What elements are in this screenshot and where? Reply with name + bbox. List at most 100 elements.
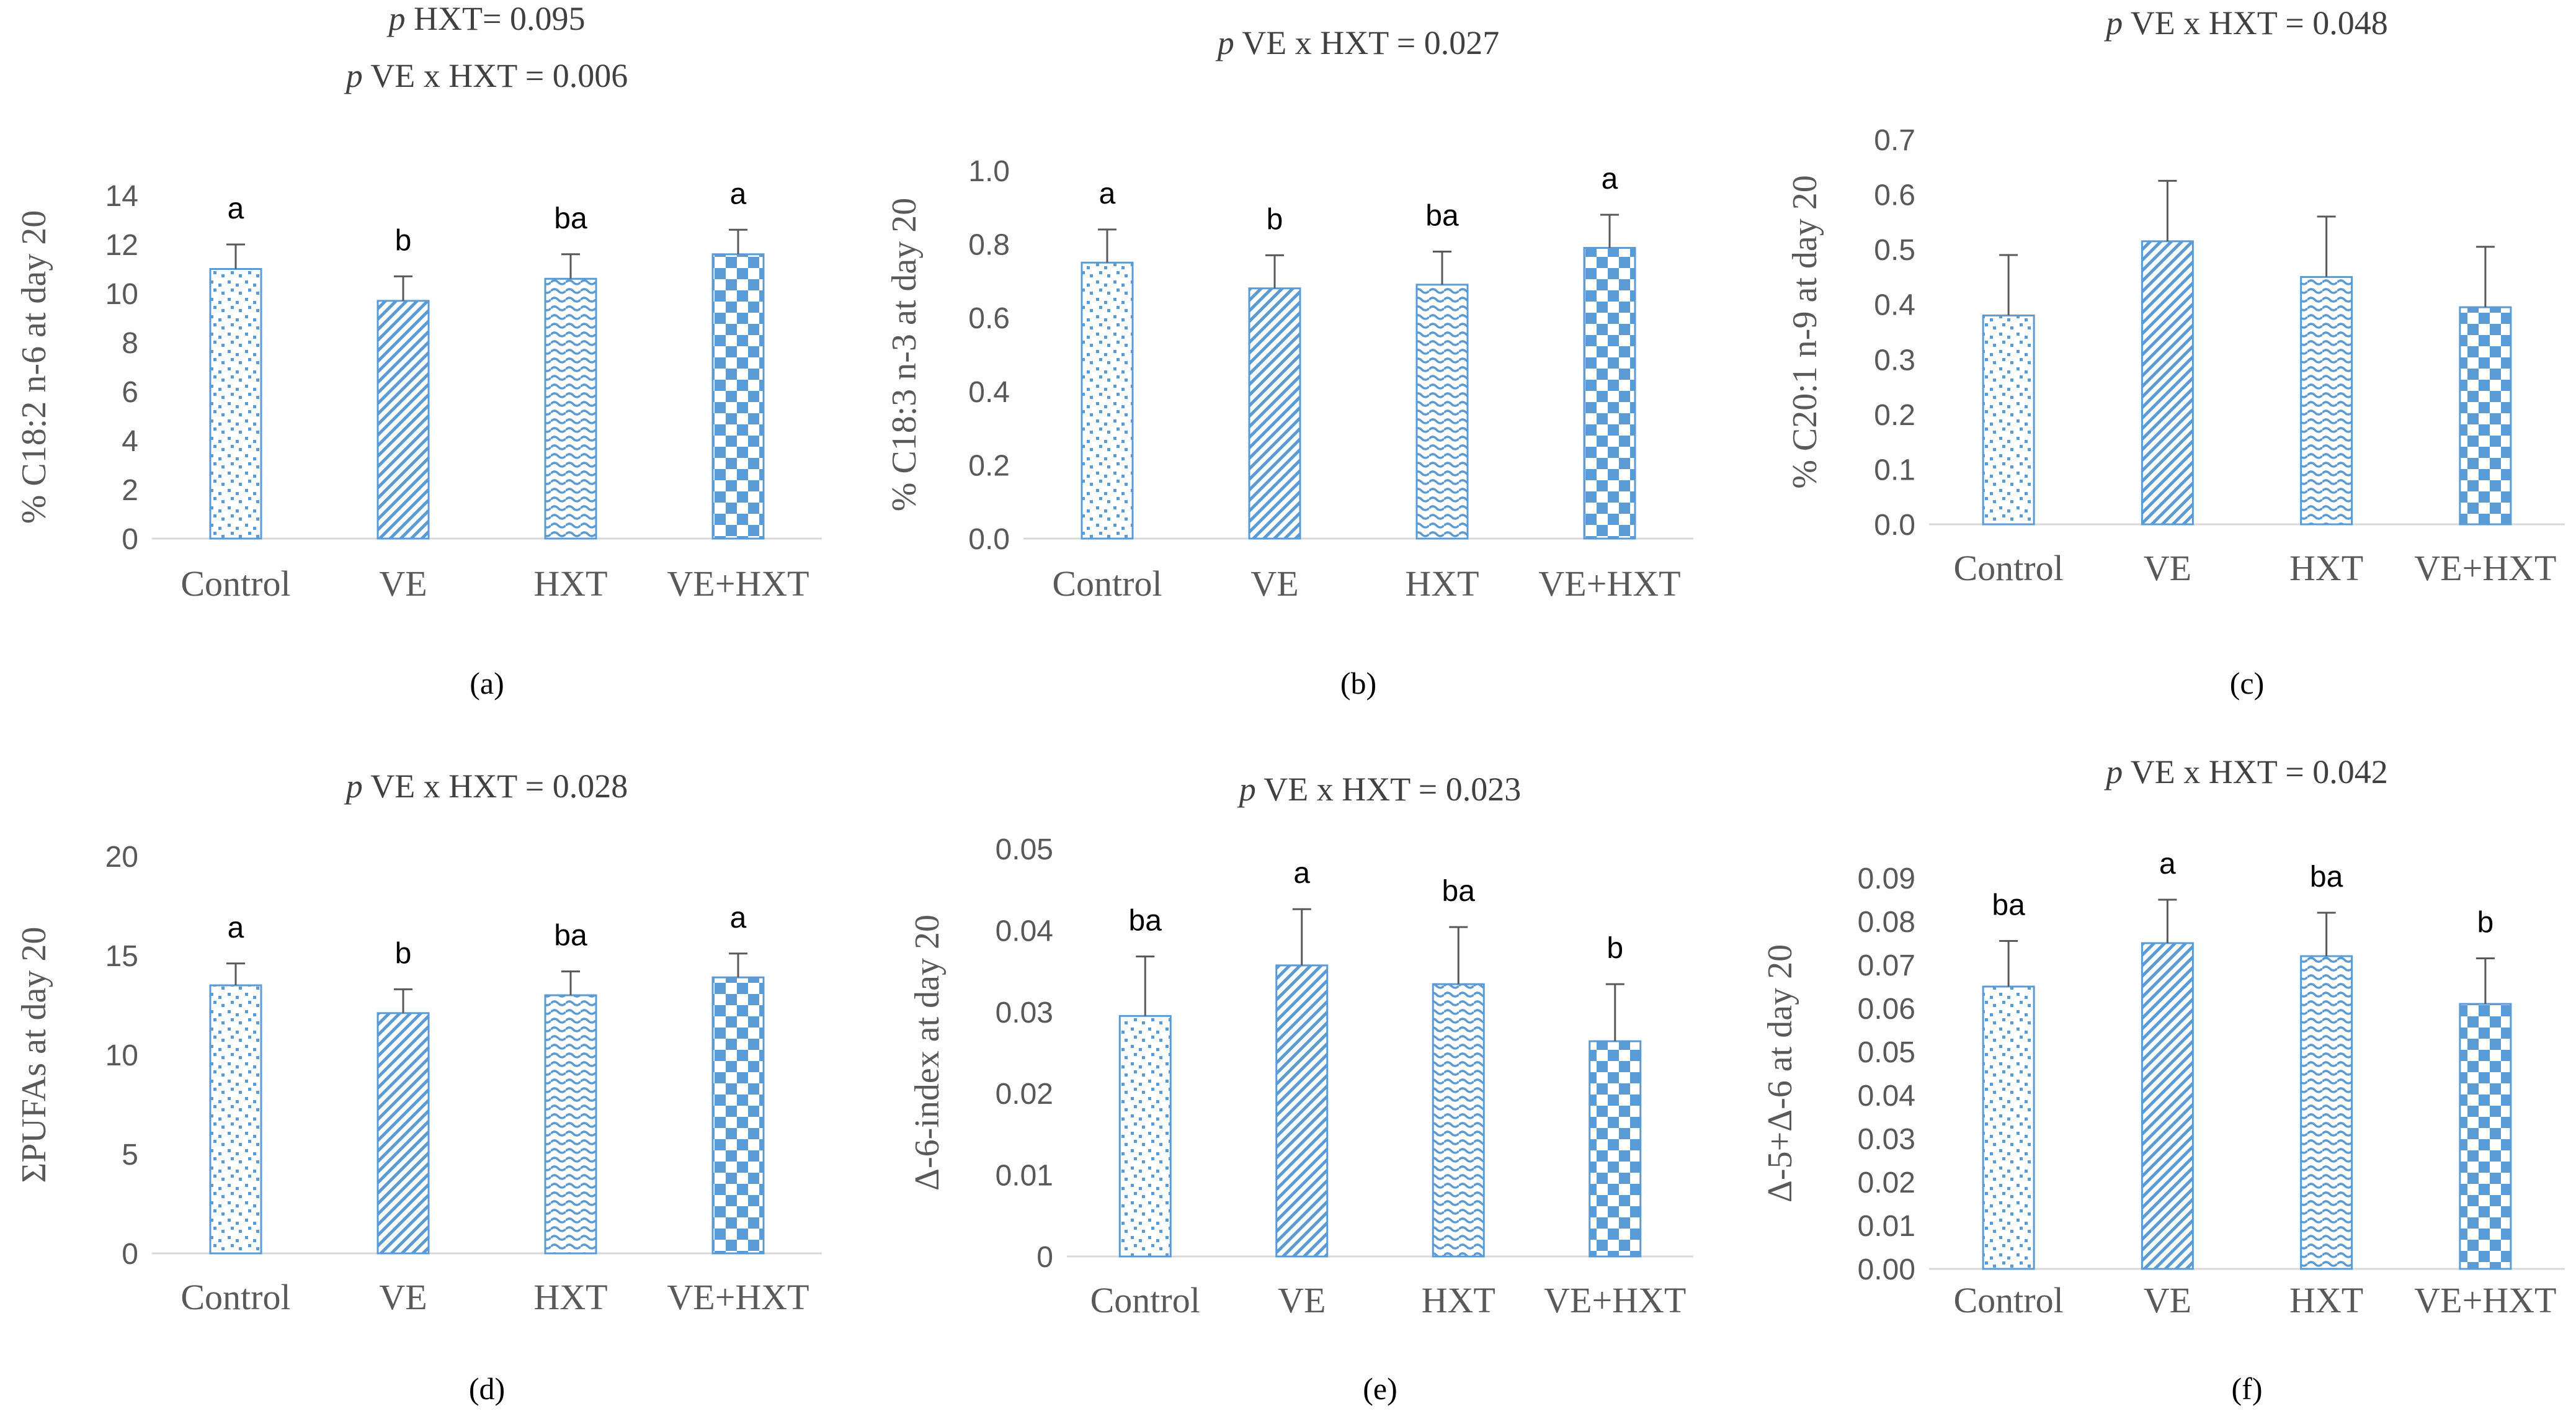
panel-label: (b) (1340, 666, 1376, 701)
significance-letter: a (730, 177, 747, 210)
panel-label: (f) (2232, 1371, 2263, 1406)
significance-letter: a (2159, 848, 2176, 880)
y-tick-label: 0.5 (1874, 234, 1915, 267)
chart-panel-6: p VE x HXT = 0.042 0.00 0.01 0.02 0.03 0.04 0.… (1761, 753, 2565, 1406)
y-tick-label: 10 (105, 1039, 138, 1072)
y-tick-label: 0.01 (1858, 1210, 1915, 1243)
title-p-symbol: p (1215, 24, 1234, 61)
title-p-symbol: p (344, 768, 363, 805)
category-label: VE+HXT (667, 563, 809, 604)
panel-label: (d) (469, 1371, 505, 1406)
y-tick-label: 0.8 (968, 229, 1010, 262)
significance-letter: ba (1992, 889, 2025, 922)
chart-title: p HXT= 0.095 (386, 0, 586, 37)
bar-hxt (2300, 955, 2353, 1270)
bar-control (1081, 261, 1134, 540)
chart-panel-2: p VE x HXT = 0.027 0.0 0.2 0.4 0.6 0.8 1.0 % C1… (885, 24, 1693, 701)
panel-label: (e) (1363, 1371, 1397, 1406)
title-text: VE x HXT = 0.042 (2123, 753, 2387, 790)
chart-title: p VE x HXT = 0.023 (1237, 771, 1521, 808)
title-text: VE x HXT = 0.027 (1234, 24, 1499, 61)
category-label: Control (1052, 563, 1162, 604)
category-label: VE (379, 1277, 427, 1317)
y-tick-label: 0.02 (1858, 1167, 1915, 1199)
category-label: VE (379, 563, 427, 604)
bar-ve (2141, 240, 2194, 526)
bar-ve-hxt (2459, 1003, 2512, 1270)
category-label: VE+HXT (2414, 548, 2556, 588)
significance-letter: ba (554, 920, 587, 952)
y-axis-label: % C18:3 n-3 at day 20 (885, 198, 924, 511)
title-p-symbol: p (2103, 4, 2123, 42)
chart-panel-4: p VE x HXT = 0.028 0 5 10 15 20 ΣPUFAs at day … (15, 768, 822, 1406)
significance-letter: a (228, 911, 244, 944)
y-tick-label: 20 (105, 841, 138, 874)
y-tick-label: 0 (122, 523, 138, 556)
y-tick-label: 8 (122, 327, 138, 360)
y-tick-label: 0.02 (996, 1078, 1053, 1111)
significance-letter: b (2477, 907, 2494, 939)
chart-title: p VE x HXT = 0.042 (2103, 753, 2387, 790)
y-tick-label: 5 (122, 1139, 138, 1171)
y-tick-label: 0.03 (996, 996, 1053, 1029)
y-tick-label: 0.09 (1858, 862, 1915, 895)
y-tick-label: 0.03 (1858, 1123, 1915, 1156)
bar-ve (1248, 287, 1301, 540)
title-p-symbol: p (386, 0, 406, 37)
significance-letter: ba (1425, 199, 1459, 232)
significance-letter: b (395, 224, 412, 257)
y-axis-label: % C18:2 n-6 at day 20 (15, 210, 53, 524)
y-tick-label: 0.6 (1874, 179, 1915, 212)
category-label: Control (180, 563, 290, 604)
title-text: HXT= 0.095 (406, 0, 586, 37)
category-label: Control (1954, 1280, 2064, 1320)
bar-control (1118, 1014, 1172, 1258)
chart-title: p VE x HXT = 0.006 (344, 57, 628, 94)
category-label: VE+HXT (1538, 563, 1680, 604)
category-label: VE (2144, 548, 2191, 588)
y-tick-label: 1.0 (968, 155, 1010, 188)
bar-hxt (544, 277, 597, 540)
y-tick-label: 4 (122, 425, 138, 458)
category-label: VE (1250, 563, 1298, 604)
y-tick-label: 0.05 (1858, 1036, 1915, 1069)
y-tick-label: 0.00 (1858, 1253, 1915, 1286)
y-tick-label: 0.06 (1858, 993, 1915, 1026)
y-tick-label: 0.6 (968, 302, 1010, 335)
title-p-symbol: p (344, 57, 363, 94)
significance-letter: b (395, 937, 412, 970)
significance-letter: b (1267, 203, 1283, 236)
y-tick-label: 0.01 (996, 1160, 1053, 1193)
bar-ve (2141, 942, 2194, 1270)
significance-letter: a (228, 192, 244, 225)
significance-letter: b (1607, 932, 1623, 965)
y-tick-label: 0.1 (1874, 454, 1915, 486)
significance-letter: ba (1129, 904, 1162, 937)
y-tick-label: 14 (105, 180, 138, 213)
category-label: VE+HXT (667, 1277, 809, 1317)
category-label: Control (1954, 548, 2064, 588)
chart-panel-3: p VE x HXT = 0.048 0.0 0.1 0.2 0.3 0.4 0.5 0.6 0… (1786, 4, 2565, 701)
y-tick-label: 0.3 (1874, 344, 1915, 377)
title-text: VE x HXT = 0.023 (1256, 771, 1521, 808)
y-tick-label: 10 (105, 278, 138, 311)
title-p-symbol: p (1237, 771, 1256, 808)
y-tick-label: 12 (105, 229, 138, 262)
category-label: HXT (2289, 548, 2363, 588)
bar-ve (377, 1012, 430, 1255)
y-tick-label: 0.04 (996, 915, 1053, 947)
y-tick-label: 0.4 (1874, 289, 1915, 322)
chart-title: p VE x HXT = 0.028 (344, 768, 628, 805)
category-label: HXT (533, 563, 607, 604)
title-text: VE x HXT = 0.006 (363, 57, 628, 94)
y-tick-label: 0.0 (968, 523, 1010, 556)
y-tick-label: 15 (105, 940, 138, 973)
bar-ve-hxt (1589, 1040, 1642, 1258)
category-label: VE (2144, 1280, 2191, 1320)
significance-letter: ba (1442, 875, 1476, 908)
significance-letter: ba (2310, 861, 2343, 893)
bar-ve-hxt (1583, 247, 1636, 540)
